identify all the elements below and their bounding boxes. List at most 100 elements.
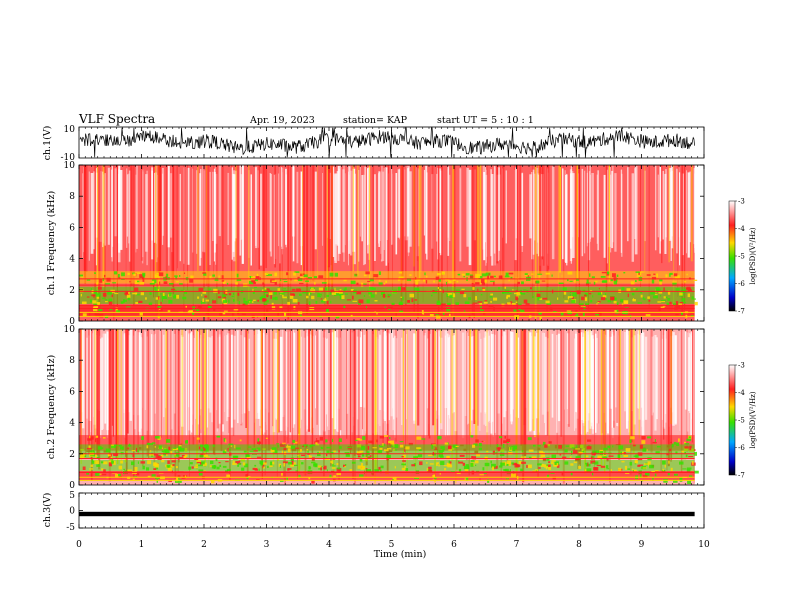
spectrogram-speckle [167, 467, 173, 471]
spectrogram-speckle [409, 274, 412, 276]
spectrogram-speckle [481, 282, 485, 286]
spectrogram-streak [493, 166, 496, 254]
spectrogram-streak [82, 330, 85, 429]
spectrogram-speckle [305, 280, 309, 282]
spectrogram-streak [488, 335, 491, 421]
spectrogram-speckle [446, 463, 452, 466]
spectrogram-streak [437, 165, 440, 319]
spectrogram-streak [216, 332, 218, 411]
spectrogram-speckle [266, 288, 270, 291]
spectrogram-speckle [306, 295, 309, 299]
spectrogram-speckle [604, 293, 607, 296]
spectrogram-speckle [480, 309, 484, 311]
ytick-label: 2 [69, 450, 75, 460]
spectrogram-speckle [254, 469, 258, 471]
spectrogram-speckle [136, 294, 140, 296]
spectrogram-speckle [298, 278, 303, 281]
spectrogram-speckle [147, 460, 152, 465]
spectrogram-speckle [118, 473, 121, 477]
spectrogram-speckle [426, 468, 429, 471]
spectrogram-speckle [446, 308, 451, 312]
spectrogram-streak [542, 165, 545, 266]
spectrogram-streak [515, 167, 518, 239]
spectrogram-streak [107, 167, 110, 245]
spectrogram-speckle [572, 450, 578, 454]
spectrogram-speckle [402, 296, 404, 301]
spectrogram-speckle [584, 294, 587, 297]
spectrogram-streak [265, 329, 267, 463]
spectrogram-streak [570, 166, 572, 264]
spectrogram-speckle [359, 457, 363, 462]
spectrogram-streak [96, 165, 99, 312]
spectrogram-streak [272, 338, 276, 433]
spectrogram-speckle [346, 299, 352, 301]
spectrogram-speckle [131, 461, 135, 466]
spectrogram-speckle [476, 453, 481, 457]
ytick-label: 8 [69, 192, 75, 202]
spectrogram-streak [407, 168, 409, 237]
spectrogram-streak [386, 329, 389, 471]
spectrogram-speckle [158, 296, 160, 300]
spectrogram-streak [290, 165, 292, 318]
spectrogram-speckle [244, 463, 249, 468]
spectrogram-speckle [548, 302, 552, 305]
spectrogram-streak [589, 165, 591, 240]
spectrogram-streak [333, 331, 337, 430]
spectrogram-streak [214, 329, 216, 456]
spectrogram-speckle [483, 311, 486, 315]
spectrogram-speckle [90, 464, 93, 467]
spectrogram-speckle [128, 444, 132, 447]
spectrogram-speckle [151, 474, 156, 477]
spectrogram-speckle [99, 313, 104, 318]
spectrogram-streak [197, 165, 199, 271]
spectrogram-speckle [319, 436, 324, 441]
spectrogram-streak [338, 329, 340, 480]
spectrogram-streak [110, 329, 112, 445]
spectrogram-speckle [511, 462, 514, 465]
spectrogram-streak [189, 329, 190, 478]
spectrogram-speckle [308, 301, 311, 306]
spectrogram-speckle [81, 276, 84, 278]
spectrogram-streak [432, 329, 435, 426]
spectrogram-speckle [520, 309, 525, 312]
spectrogram-speckle [297, 302, 300, 305]
spectrogram-speckle [474, 460, 479, 464]
spectrogram-streak [394, 338, 398, 418]
spectrogram-speckle [344, 452, 350, 454]
xtick-label: 5 [389, 540, 395, 550]
spectrogram-speckle [320, 446, 323, 448]
spectrogram-speckle [331, 438, 334, 442]
spectrogram-speckle [90, 299, 92, 303]
spectrogram-speckle [612, 273, 616, 278]
spectrogram-streak [216, 329, 219, 429]
spectrogram-speckle [625, 472, 630, 474]
spectrogram-speckle [354, 439, 358, 441]
spectrogram-streak [609, 329, 611, 483]
spectrogram-speckle [118, 465, 123, 470]
spectrogram-streak [91, 329, 93, 481]
spectrogram-streak [285, 168, 287, 245]
spectrogram-speckle [156, 478, 158, 483]
spectrogram-speckle [540, 454, 546, 458]
spectrogram-speckle [682, 468, 687, 470]
spectrogram-speckle [258, 468, 260, 472]
spectrogram-speckle [262, 298, 266, 302]
spectrogram-speckle [590, 456, 593, 460]
spectrogram-speckle [489, 296, 493, 298]
spectrogram-streak [177, 329, 179, 473]
spectrogram-streak [206, 165, 208, 280]
spectrogram-streak [254, 329, 256, 453]
spectrogram-speckle [551, 460, 556, 462]
spectrogram-speckle [686, 273, 688, 276]
spectrogram-speckle [520, 293, 526, 295]
spectrogram-speckle [325, 439, 328, 443]
spectrogram-speckle [608, 452, 612, 454]
spectrogram-streak [278, 329, 280, 433]
spectrogram-speckle [336, 468, 342, 472]
spectrogram-speckle [647, 296, 650, 299]
spectrogram-streak [669, 329, 672, 462]
spectrogram-speckle [428, 466, 432, 470]
spectrogram-speckle [582, 312, 585, 317]
spectrogram-speckle [96, 464, 101, 467]
spectrogram-speckle [334, 287, 336, 292]
